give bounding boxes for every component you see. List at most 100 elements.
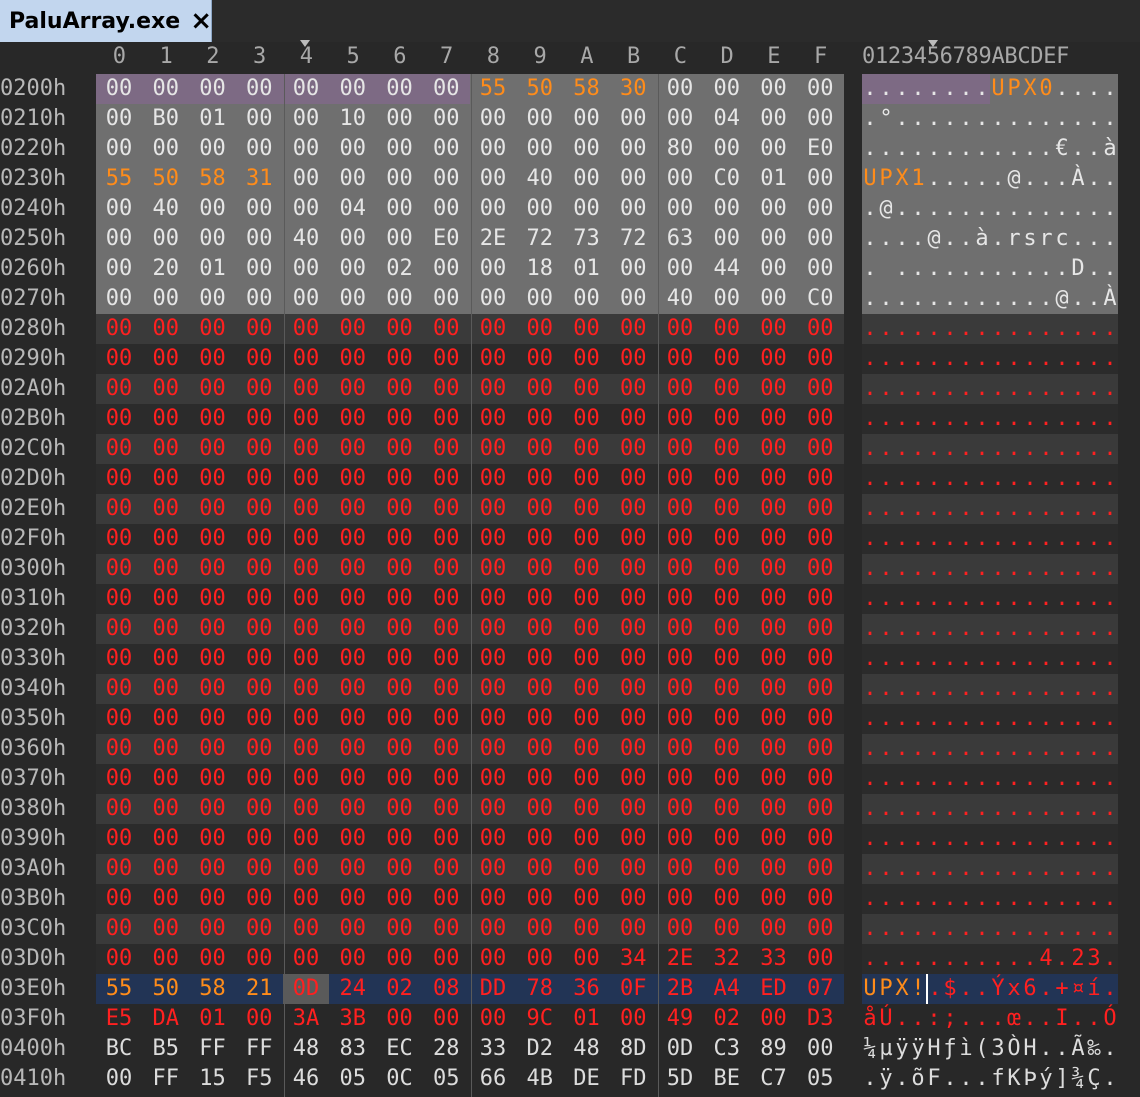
ascii-char[interactable]: . <box>863 286 877 311</box>
hex-byte[interactable]: 00 <box>666 316 694 341</box>
hex-byte[interactable]: 00 <box>713 376 741 401</box>
ascii-char[interactable]: . <box>1087 856 1101 881</box>
ascii-char[interactable]: . <box>1023 376 1037 401</box>
hex-byte[interactable]: 00 <box>479 586 507 611</box>
hex-byte[interactable]: 00 <box>339 796 367 821</box>
hex-byte[interactable]: 00 <box>105 466 133 491</box>
ascii-char[interactable]: . <box>1087 196 1101 221</box>
hex-byte[interactable]: 00 <box>713 676 741 701</box>
hex-byte[interactable]: 00 <box>433 676 460 701</box>
hex-byte[interactable]: 00 <box>666 556 694 581</box>
hex-byte[interactable]: 00 <box>386 346 413 371</box>
hex-byte[interactable]: 00 <box>152 436 180 461</box>
ascii-char[interactable]: . <box>1055 616 1069 641</box>
hex-byte[interactable]: 00 <box>386 826 413 851</box>
ascii-char[interactable]: . <box>927 376 941 401</box>
hex-byte[interactable]: 3A <box>292 1006 320 1031</box>
hex-byte[interactable]: 00 <box>620 916 647 941</box>
ascii-char[interactable]: . <box>863 316 877 341</box>
hex-byte[interactable]: 36 <box>573 976 600 1001</box>
ascii-char[interactable]: . <box>1071 466 1085 491</box>
ascii-char[interactable]: . <box>1103 616 1117 641</box>
ascii-char[interactable]: . <box>1039 106 1053 131</box>
hex-byte[interactable]: 00 <box>433 256 460 281</box>
hex-byte[interactable]: 00 <box>433 286 460 311</box>
ascii-char[interactable]: . <box>895 346 909 371</box>
ascii-char[interactable]: . <box>1039 196 1053 221</box>
ascii-char[interactable]: . <box>1039 256 1053 281</box>
hex-byte[interactable]: 00 <box>620 556 647 581</box>
ascii-char[interactable]: . <box>927 946 941 971</box>
hex-byte[interactable]: 00 <box>152 406 180 431</box>
hex-byte[interactable]: 00 <box>807 766 834 791</box>
hex-byte[interactable]: 00 <box>292 856 320 881</box>
hex-byte[interactable]: 00 <box>526 466 554 491</box>
ascii-char[interactable]: . <box>863 826 877 851</box>
ascii-char[interactable]: . <box>927 796 941 821</box>
hex-byte[interactable]: 00 <box>760 736 787 761</box>
hex-byte[interactable]: 00 <box>666 376 694 401</box>
ascii-char[interactable]: X <box>895 166 909 191</box>
ascii-char[interactable]: . <box>1055 766 1069 791</box>
hex-byte[interactable]: 66 <box>479 1066 507 1091</box>
ascii-char[interactable]: . <box>927 586 941 611</box>
tab-paluarray[interactable]: PaluArray.exe × <box>0 0 212 42</box>
hex-byte[interactable]: 4B <box>526 1066 554 1091</box>
hex-byte[interactable]: 40 <box>292 226 320 251</box>
hex-byte[interactable]: 00 <box>386 856 413 881</box>
ascii-char[interactable]: . <box>943 136 957 161</box>
ascii-char[interactable]: . <box>1087 736 1101 761</box>
ascii-char[interactable]: . <box>1023 796 1037 821</box>
ascii-char[interactable]: . <box>879 136 893 161</box>
hex-byte[interactable]: 00 <box>433 796 460 821</box>
ascii-char[interactable]: . <box>1023 766 1037 791</box>
hex-byte[interactable]: 00 <box>620 376 647 401</box>
ascii-char[interactable]: . <box>975 436 989 461</box>
ascii-char[interactable]: . <box>879 706 893 731</box>
ascii-char[interactable]: . <box>1087 436 1101 461</box>
hex-byte[interactable]: 00 <box>105 136 133 161</box>
ascii-char[interactable]: . <box>975 736 989 761</box>
hex-byte[interactable]: C0 <box>713 166 741 191</box>
ascii-char[interactable]: . <box>1007 106 1021 131</box>
hex-byte[interactable]: 00 <box>760 796 787 821</box>
hex-byte[interactable]: 00 <box>479 196 507 221</box>
ascii-char[interactable]: . <box>975 766 989 791</box>
ascii-char[interactable]: . <box>1039 286 1053 311</box>
ascii-char[interactable]: . <box>1087 346 1101 371</box>
hex-byte[interactable]: 00 <box>386 706 413 731</box>
hex-byte[interactable]: 00 <box>105 286 133 311</box>
hex-byte[interactable]: 00 <box>152 946 180 971</box>
ascii-char[interactable]: . <box>1039 1036 1053 1061</box>
hex-byte[interactable]: 00 <box>199 346 226 371</box>
hex-byte[interactable]: 00 <box>105 346 133 371</box>
hex-byte[interactable]: 00 <box>199 226 226 251</box>
hex-byte[interactable]: 00 <box>199 286 226 311</box>
ascii-char[interactable]: . <box>1039 526 1053 551</box>
hex-byte[interactable]: 00 <box>246 586 273 611</box>
ascii-char[interactable]: . <box>943 586 957 611</box>
hex-byte[interactable]: 00 <box>433 736 460 761</box>
hex-byte[interactable]: 00 <box>666 106 694 131</box>
hex-byte[interactable]: 00 <box>666 646 694 671</box>
ascii-char[interactable]: . <box>943 436 957 461</box>
ascii-char[interactable]: . <box>879 616 893 641</box>
ascii-char[interactable]: . <box>863 916 877 941</box>
ascii-char[interactable]: . <box>1103 106 1117 131</box>
ascii-char[interactable]: . <box>1087 556 1101 581</box>
hex-byte[interactable]: 00 <box>246 946 273 971</box>
ascii-char[interactable]: . <box>959 766 973 791</box>
ascii-char[interactable]: . <box>991 346 1005 371</box>
ascii-char[interactable]: . <box>895 436 909 461</box>
hex-byte[interactable]: 00 <box>479 856 507 881</box>
hex-byte[interactable]: 00 <box>760 616 787 641</box>
hex-byte[interactable]: 00 <box>760 256 787 281</box>
ascii-char[interactable]: . <box>863 526 877 551</box>
hex-byte[interactable]: 00 <box>666 406 694 431</box>
hex-byte[interactable]: 18 <box>526 256 554 281</box>
hex-byte[interactable]: 00 <box>526 406 554 431</box>
ascii-char[interactable]: 2 <box>1071 946 1085 971</box>
hex-byte[interactable]: 00 <box>292 766 320 791</box>
hex-byte[interactable]: 00 <box>573 826 600 851</box>
hex-byte[interactable]: 00 <box>573 586 600 611</box>
